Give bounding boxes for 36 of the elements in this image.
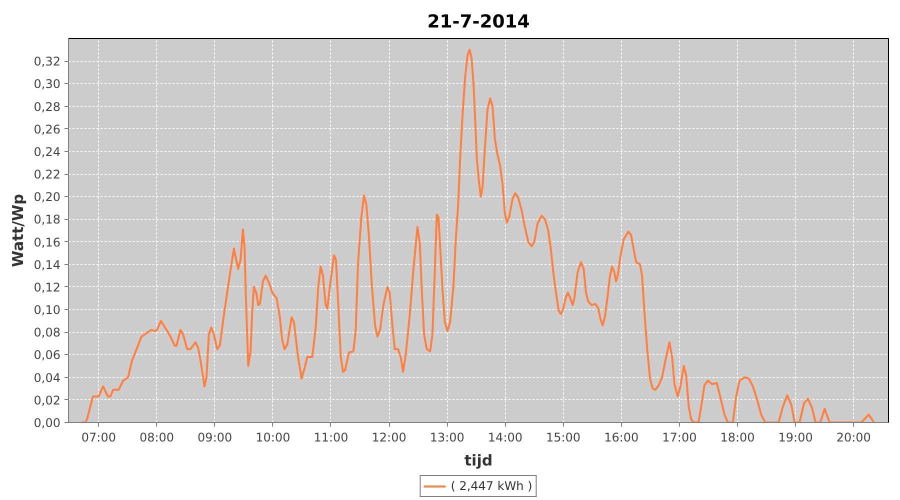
y-tick-label: 0,28 — [34, 100, 60, 114]
chart-title: 21-7-2014 — [427, 12, 530, 32]
x-tick-label: 15:00 — [546, 430, 581, 444]
x-tick-label: 08:00 — [139, 430, 174, 444]
y-tick-label: 0,18 — [34, 212, 60, 227]
y-tick-label: 0,16 — [34, 235, 60, 250]
y-tick-label: 0,26 — [34, 122, 60, 136]
y-tick-label: 0,06 — [34, 348, 60, 362]
y-tick-label: 0,10 — [34, 303, 60, 318]
y-tick-label: 0,08 — [34, 326, 60, 340]
y-tick-label: 0,12 — [34, 280, 60, 294]
y-tick-label: 0,00 — [34, 416, 60, 430]
legend-label: ( 2,447 kWh ) — [450, 479, 532, 493]
x-tick-label: 12:00 — [372, 430, 406, 444]
y-tick-label: 0,14 — [34, 258, 60, 272]
line-series — [81, 48, 876, 422]
x-tick-label: 11:00 — [314, 430, 348, 444]
x-tick-label: 19:00 — [778, 430, 813, 444]
x-tick-label: 13:00 — [430, 430, 464, 444]
y-tick-label: 0,04 — [34, 370, 60, 385]
x-tick-label: 17:00 — [662, 430, 697, 444]
y-axis-title: Watt/Wp — [8, 194, 27, 268]
x-tick-label: 07:00 — [81, 430, 116, 444]
y-tick-label: 0,02 — [34, 393, 60, 408]
y-tick-label: 0,20 — [34, 190, 60, 204]
x-tick-label: 09:00 — [198, 430, 232, 444]
x-axis-title: tijd — [464, 452, 493, 470]
y-tick-label: 0,24 — [34, 144, 60, 159]
y-tick-label: 0,30 — [34, 77, 60, 92]
x-tick-label: 16:00 — [604, 430, 639, 444]
x-tick-label: 14:00 — [488, 430, 523, 444]
y-tick-label: 0,22 — [34, 168, 60, 182]
x-tick-label: 20:00 — [836, 430, 871, 444]
x-tick-label: 10:00 — [256, 430, 290, 444]
y-tick-label: 0,32 — [34, 54, 60, 69]
x-tick-label: 18:00 — [720, 430, 755, 444]
